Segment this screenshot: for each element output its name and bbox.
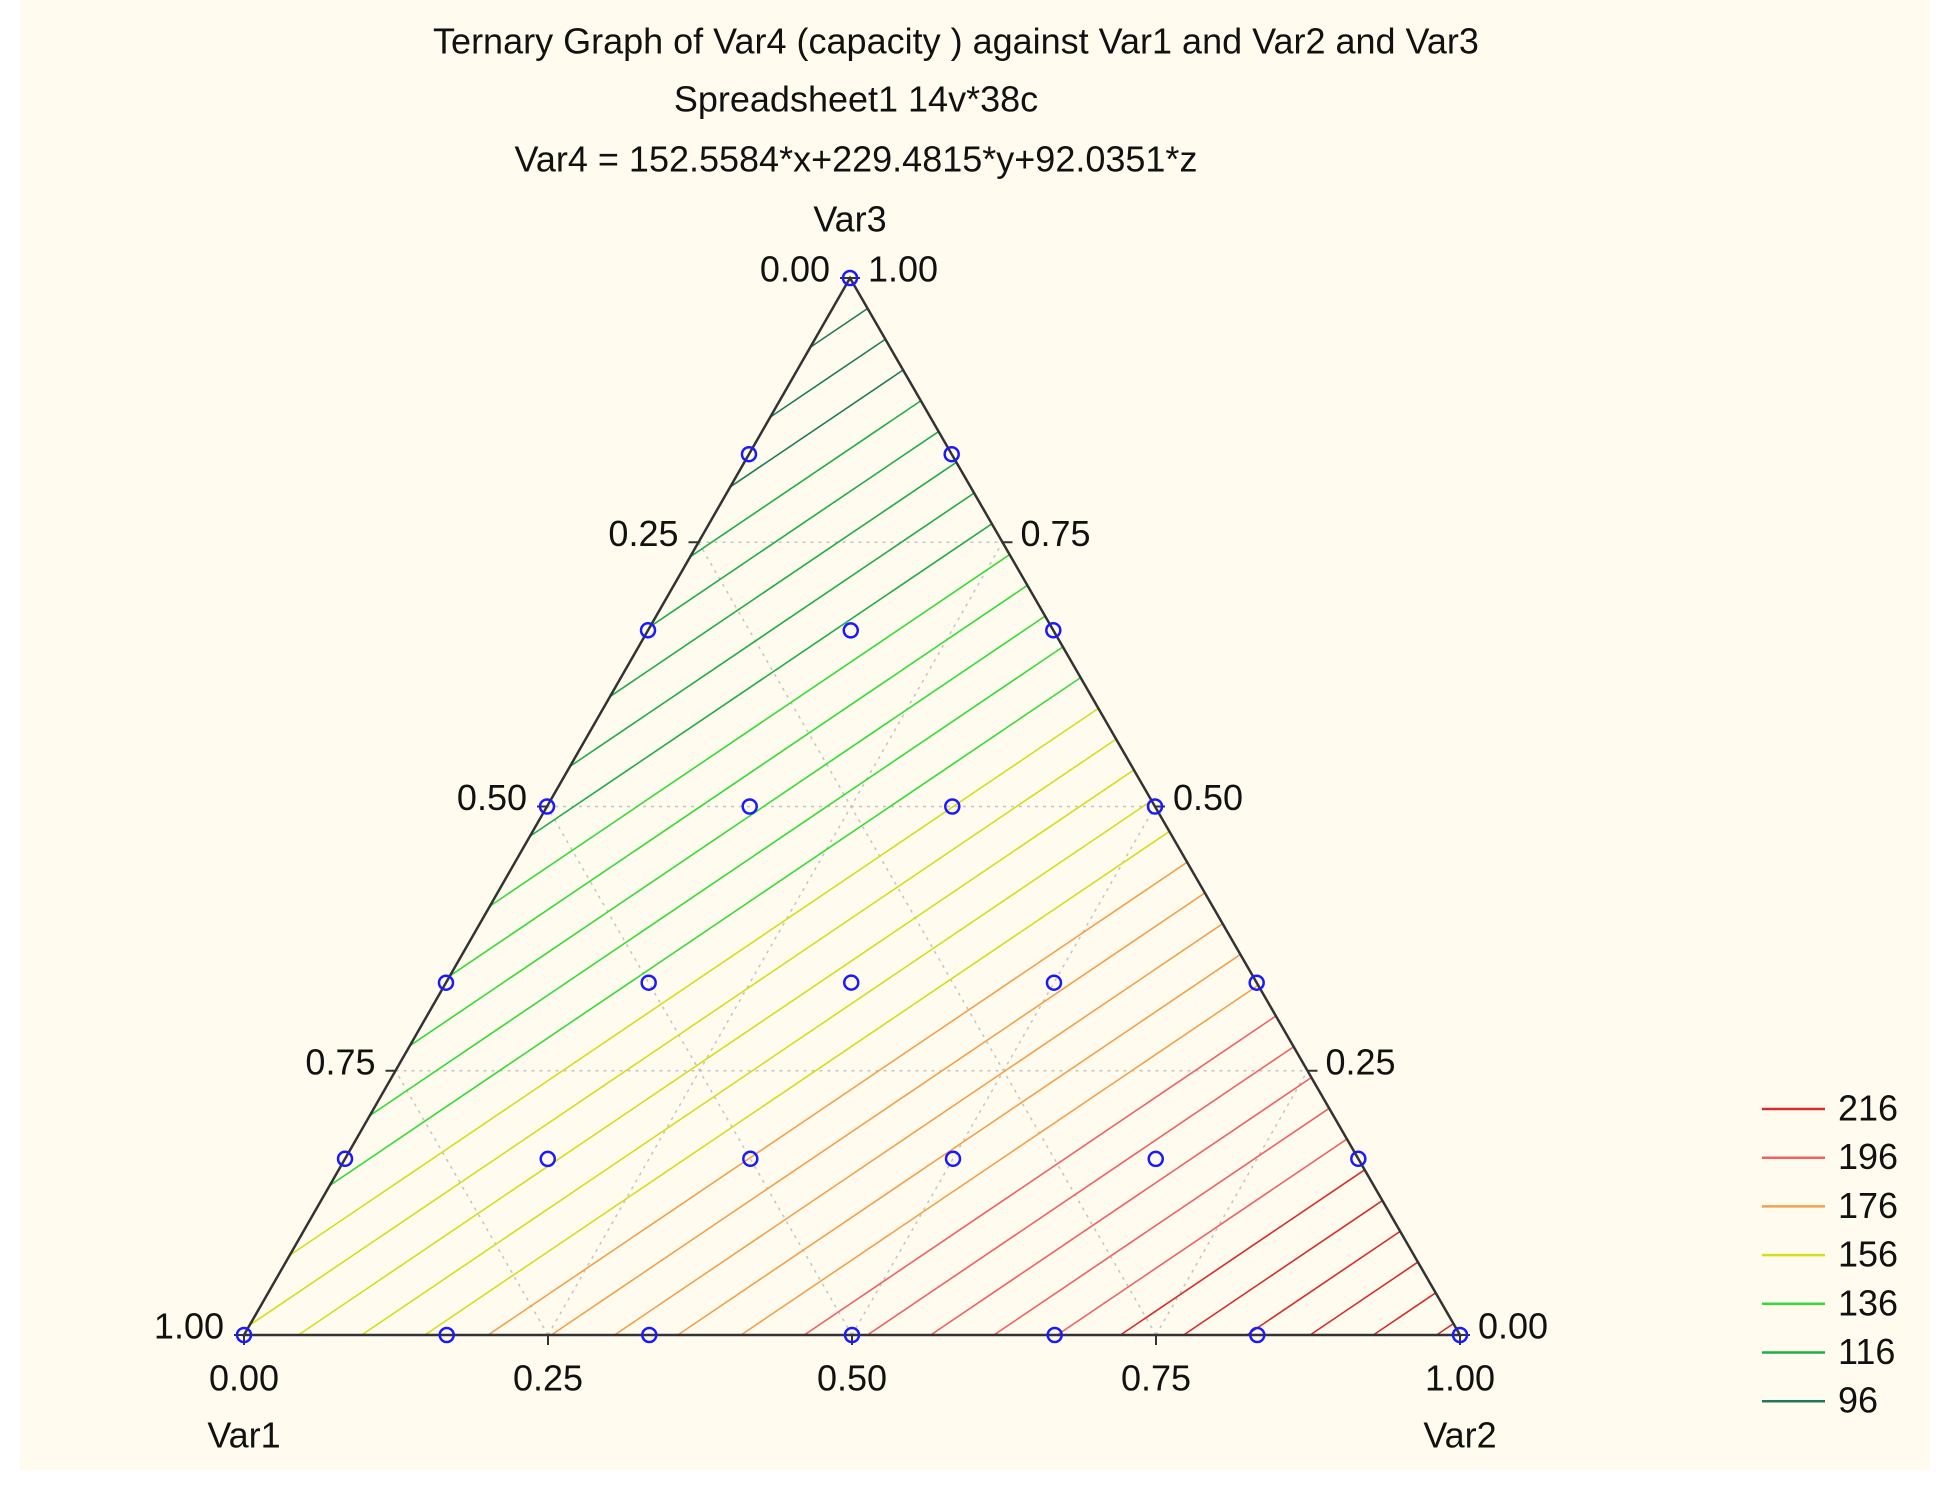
data-point <box>944 798 961 815</box>
contour-line <box>249 738 1117 1326</box>
data-point <box>943 445 960 463</box>
data-point <box>235 1326 253 1344</box>
axis-title: Var1 <box>207 1415 280 1456</box>
grid-line <box>394 1070 549 1336</box>
contour-line <box>1119 1169 1366 1336</box>
tick-label: 0.00 <box>1478 1306 1548 1347</box>
tick-label: 0.50 <box>817 1358 887 1399</box>
tick-label: 1.00 <box>154 1306 224 1347</box>
axis-title: Var3 <box>813 199 886 240</box>
tick-label: 0.75 <box>1121 1358 1191 1399</box>
data-point <box>1046 1326 1063 1344</box>
data-point <box>1248 974 1265 991</box>
data-point <box>741 798 758 815</box>
legend-label: 156 <box>1838 1234 1898 1275</box>
data-point <box>438 1326 455 1344</box>
contour-line <box>369 646 1064 1117</box>
legend-label: 176 <box>1838 1185 1898 1226</box>
contour-line <box>769 338 886 418</box>
contour-line <box>409 615 1046 1047</box>
contour-line <box>1183 1199 1383 1336</box>
tick-label: 0.75 <box>305 1041 375 1082</box>
contour-line <box>1309 1261 1419 1336</box>
triangle-frame <box>241 275 1463 1337</box>
data-point <box>1045 622 1062 639</box>
contour-line <box>993 1107 1330 1336</box>
data-point <box>640 974 657 991</box>
contour-line <box>361 800 1153 1336</box>
data-point <box>842 622 860 639</box>
legend-label: 96 <box>1838 1380 1878 1421</box>
contour-line <box>930 1076 1312 1336</box>
tick-label: 1.00 <box>868 249 938 290</box>
axis-title: Var2 <box>1423 1415 1496 1456</box>
contour-line <box>329 676 1082 1187</box>
data-point <box>842 974 860 991</box>
tick-label: 0.00 <box>760 249 830 290</box>
data-point <box>1249 1326 1266 1344</box>
data-point <box>539 1150 557 1168</box>
data-point <box>1045 974 1063 991</box>
tick-label: 0.25 <box>608 513 678 554</box>
contour-line <box>609 461 957 698</box>
legend-label: 116 <box>1838 1331 1895 1372</box>
grid-line <box>697 541 1157 1336</box>
data-point <box>843 1326 861 1344</box>
contour-line <box>1056 1138 1348 1336</box>
contour-line <box>803 1015 1277 1336</box>
contour-line <box>809 307 869 348</box>
data-point <box>1146 798 1164 815</box>
contour-line <box>614 923 1224 1336</box>
contour-line <box>489 553 1011 907</box>
contour-line <box>297 769 1135 1336</box>
contour-line <box>1372 1292 1437 1336</box>
data-point <box>639 622 657 639</box>
legend-label: 136 <box>1838 1282 1898 1323</box>
contour-line <box>1246 1230 1401 1336</box>
data-point <box>641 1326 658 1344</box>
tick-label: 0.00 <box>209 1358 279 1399</box>
contour-line <box>867 1046 1295 1336</box>
data-point <box>538 798 556 815</box>
contour-line <box>677 953 1241 1336</box>
data-point <box>1451 1326 1469 1344</box>
data-point <box>437 974 455 991</box>
data-point <box>336 1150 354 1168</box>
grid-line <box>1155 1070 1309 1336</box>
data-point <box>841 269 859 287</box>
tick-label: 0.50 <box>457 777 527 818</box>
legend-label: 196 <box>1838 1136 1898 1177</box>
chart-title: Ternary Graph of Var4 (capacity ) agains… <box>433 21 1479 62</box>
tick-label: 0.25 <box>513 1358 583 1399</box>
contour-line <box>649 430 940 628</box>
contour-line <box>289 707 1099 1257</box>
contour-line <box>550 892 1206 1336</box>
contour-line <box>569 492 975 768</box>
contour-line <box>740 984 1259 1336</box>
tick-label: 1.00 <box>1425 1358 1495 1399</box>
chart-subtitle: Spreadsheet1 14v*38c <box>674 79 1038 120</box>
grid-line <box>547 541 1004 1336</box>
tick-label: 0.25 <box>1326 1041 1396 1082</box>
background <box>20 0 1930 1470</box>
contour-line <box>424 830 1170 1336</box>
data-point <box>740 445 758 463</box>
contour-line <box>529 523 993 837</box>
chart-equation: Var4 = 152.5584*x+229.4815*y+92.0351*z <box>515 139 1198 180</box>
data-point <box>944 1150 962 1168</box>
contour-line <box>449 584 1028 977</box>
legend-label: 216 <box>1838 1088 1898 1129</box>
tick-label: 0.75 <box>1021 513 1091 554</box>
data-point <box>1350 1150 1367 1168</box>
tick-label: 0.50 <box>1173 777 1243 818</box>
contour-line <box>729 369 904 488</box>
contour-line <box>1436 1322 1454 1336</box>
data-point <box>1147 1150 1165 1168</box>
contour-line <box>487 861 1188 1336</box>
contour-line <box>689 400 922 558</box>
data-point <box>742 1150 759 1168</box>
